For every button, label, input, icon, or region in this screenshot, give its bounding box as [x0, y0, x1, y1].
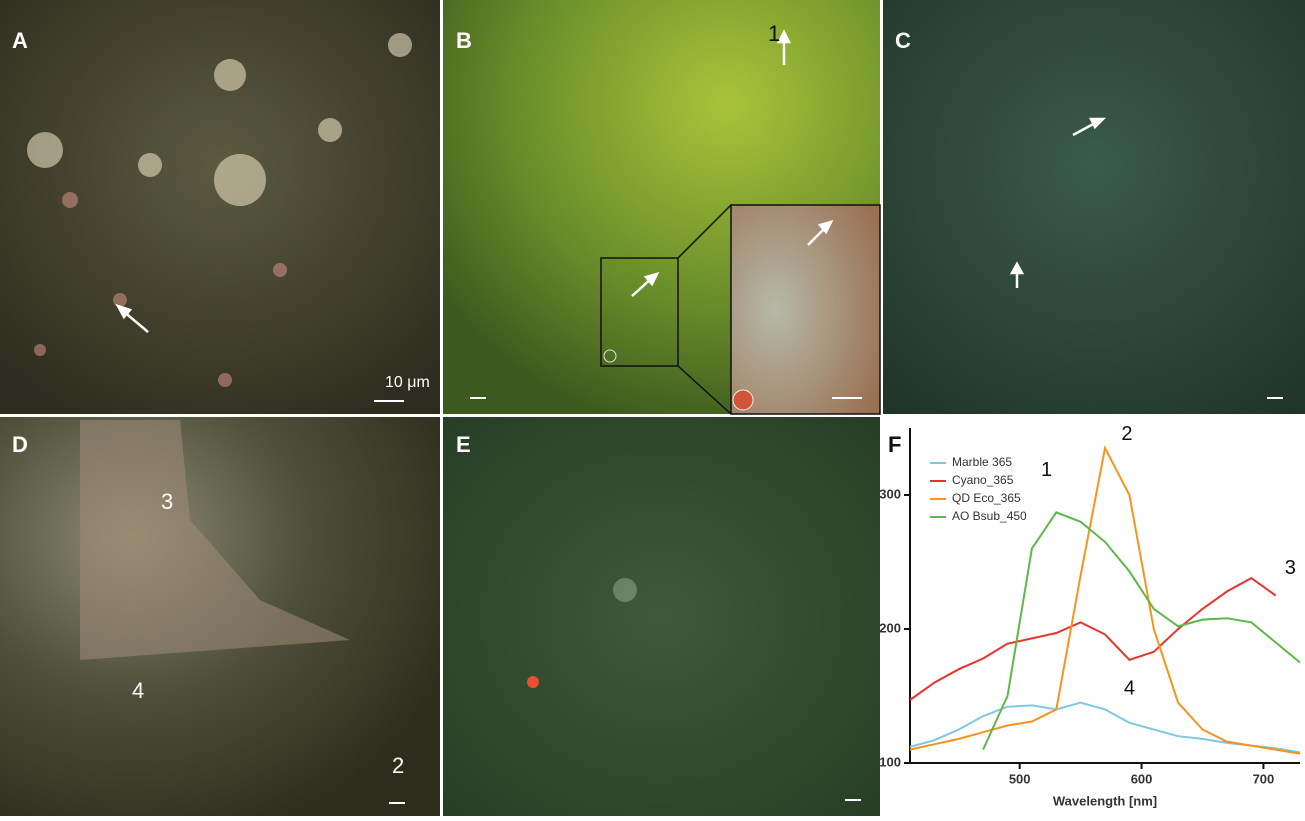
chart-annotation: 4 — [1124, 678, 1135, 700]
spectrum-chart: 100 200 300 500 600 700 Wavelength [nm] Marble … — [879, 423, 1300, 808]
panel-label: D — [12, 432, 28, 457]
micrograph-c — [883, 0, 1305, 414]
legend-label: Cyano_365 — [952, 473, 1014, 487]
panel-label: E — [456, 432, 471, 457]
annotation: 1 — [768, 21, 780, 46]
panel-label: A — [12, 28, 28, 53]
particle-e — [527, 676, 539, 688]
y-tick-label: 100 — [879, 754, 901, 769]
scale-label: 10 μm — [385, 374, 430, 391]
panel-label: F — [888, 432, 901, 457]
inset — [731, 205, 880, 414]
legend-label: Marble 365 — [952, 455, 1012, 469]
figure: A 10 μm B 1 C D 3 4 2 E F 100 200 300 500 60… — [0, 0, 1305, 816]
chart-annotation: 1 — [1041, 459, 1052, 481]
legend-label: QD Eco_365 — [952, 491, 1021, 505]
series-line — [983, 512, 1300, 749]
y-tick-label: 300 — [879, 486, 901, 501]
annotation: 4 — [132, 678, 144, 703]
chart-annotation: 3 — [1285, 557, 1296, 579]
x-axis-label: Wavelength [nm] — [1053, 793, 1157, 808]
micrograph-a — [0, 0, 440, 414]
particle-e — [613, 578, 637, 602]
x-tick-label: 700 — [1253, 771, 1275, 786]
panel-label: C — [895, 28, 911, 53]
micrograph-e — [443, 417, 880, 816]
x-tick-label: 600 — [1131, 771, 1153, 786]
y-tick-label: 200 — [879, 620, 901, 635]
annotation: 3 — [161, 489, 173, 514]
legend-label: AO Bsub_450 — [952, 509, 1027, 523]
x-tick-label: 500 — [1009, 771, 1031, 786]
panel-label: B — [456, 28, 472, 53]
chart-annotation: 2 — [1121, 423, 1132, 445]
series-line — [910, 578, 1276, 700]
annotation: 2 — [392, 753, 404, 778]
inset-marker — [733, 390, 753, 410]
